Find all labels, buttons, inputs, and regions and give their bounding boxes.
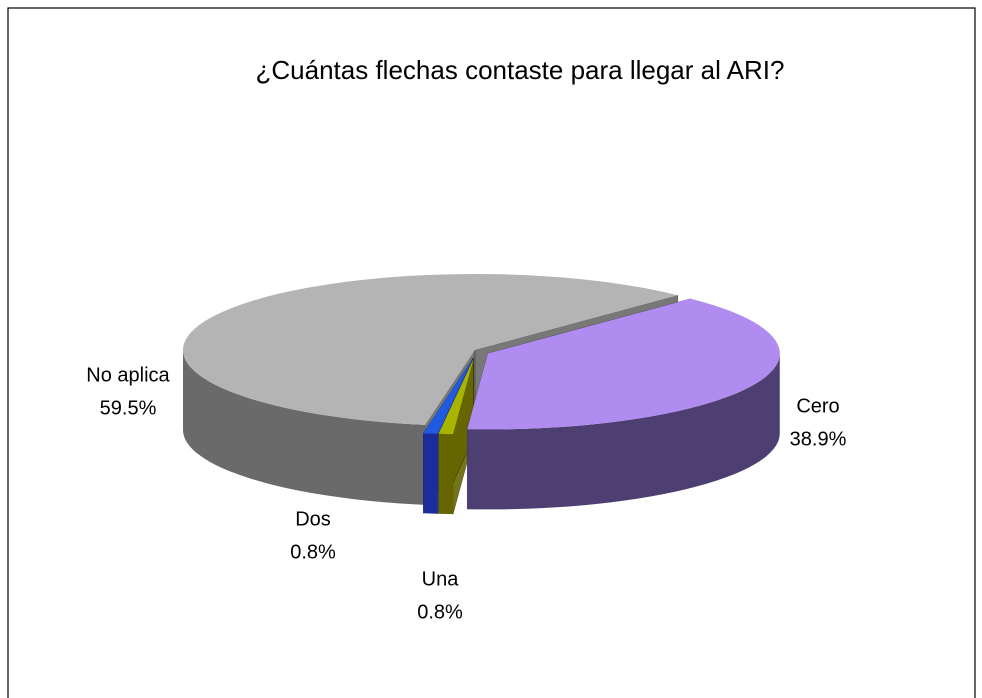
slice-label: Dos: [295, 508, 331, 530]
pie: [183, 274, 780, 515]
slice-side: [438, 433, 454, 515]
slice-label: No aplica: [86, 364, 170, 386]
slice-value-label: 38.9%: [790, 428, 847, 450]
slice-top: [183, 274, 678, 425]
slice-label: Una: [422, 568, 460, 590]
slice-side: [183, 350, 426, 505]
slice-value-label: 0.8%: [417, 601, 463, 623]
slice-value-label: 0.8%: [290, 541, 336, 563]
pie-slice: [438, 358, 474, 515]
slice-side: [467, 353, 780, 510]
slice-top: [467, 298, 780, 430]
slice-side: [423, 433, 438, 514]
chart-title: ¿Cuántas flechas contaste para llegar al…: [256, 55, 785, 85]
slice-label: Cero: [796, 395, 839, 417]
slice-top: [438, 358, 474, 435]
slice-top: [423, 358, 473, 434]
labels: Cero 38.9% Una 0.8% Dos 0.8% No aplica 59.5%: [86, 364, 846, 623]
pie-slice: [467, 298, 780, 510]
slice-value-label: 59.5%: [100, 397, 157, 419]
